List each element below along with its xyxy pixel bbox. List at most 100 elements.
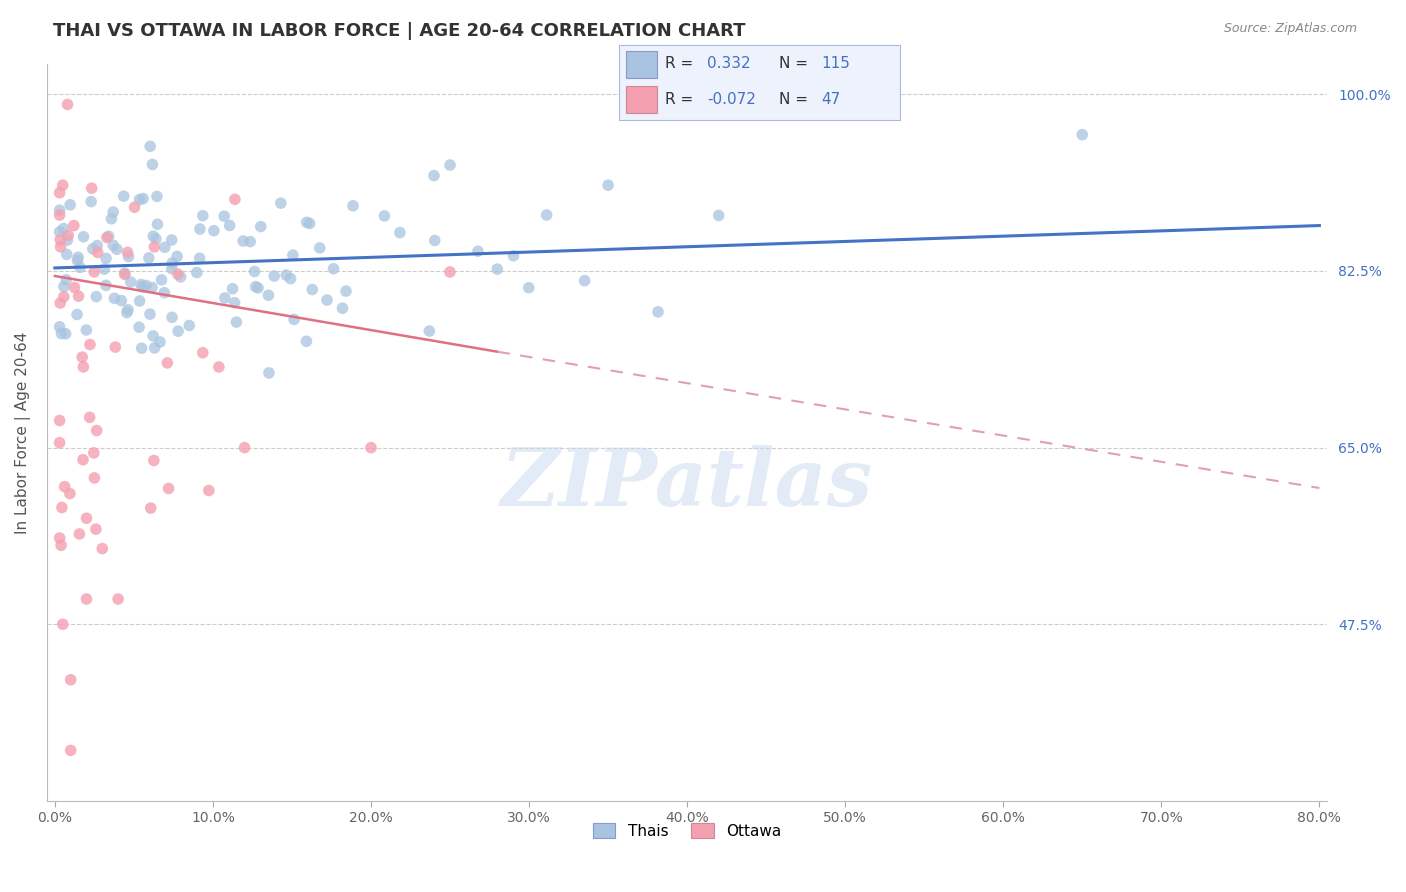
Point [225,315,247,329]
Point [72,229,94,244]
Point [596,178,619,193]
Point [49,240,72,254]
Text: THAI VS OTTAWA IN LABOR FORCE | AGE 20-64 CORRELATION CHART: THAI VS OTTAWA IN LABOR FORCE | AGE 20-6… [53,22,747,40]
Point [48,225,70,239]
Point [167,267,190,281]
Point [388,226,411,240]
Point [51,500,73,515]
Point [59,198,82,212]
Point [48,208,70,222]
Point [160,261,183,276]
Point [115,306,138,320]
Point [418,324,440,338]
Point [423,169,446,183]
Point [63,280,86,294]
Point [224,192,246,206]
Point [245,279,267,293]
Text: Source: ZipAtlas.com: Source: ZipAtlas.com [1223,22,1357,36]
Point [56,233,79,247]
Point [373,209,395,223]
Point [218,219,240,233]
Point [167,324,190,338]
Point [308,241,330,255]
Point [48,413,70,427]
Point [139,501,162,516]
Point [117,245,139,260]
Point [283,312,305,326]
Point [257,288,280,302]
Point [83,265,105,279]
Point [139,139,162,153]
Point [128,293,150,308]
Text: R =: R = [665,56,699,71]
Point [114,266,136,280]
Point [72,359,94,374]
Point [49,538,72,552]
Point [107,592,129,607]
Point [51,326,73,341]
Point [69,260,91,275]
Point [128,320,150,334]
Point [91,541,114,556]
Point [94,278,117,293]
Point [221,282,243,296]
Point [80,194,103,209]
Point [103,291,125,305]
Point [360,441,382,455]
Point [72,452,94,467]
Point [150,273,173,287]
Point [149,334,172,349]
Point [86,238,108,252]
Point [132,280,155,294]
Point [249,219,271,234]
Point [75,323,97,337]
Point [59,673,82,687]
Point [84,290,107,304]
Point [486,262,509,277]
Point [166,249,188,263]
Point [48,435,70,450]
Text: N =: N = [779,92,813,107]
Point [156,356,179,370]
Point [169,269,191,284]
Point [66,308,89,322]
Point [179,318,201,333]
Point [49,233,72,247]
Point [162,256,184,270]
Point [128,193,150,207]
Text: 47: 47 [821,92,841,107]
Point [105,242,128,256]
Point [48,319,70,334]
Point [97,229,120,244]
Point [141,280,163,294]
Point [536,208,558,222]
Point [80,181,103,195]
Point [280,271,302,285]
Point [48,186,70,200]
Point [517,281,540,295]
Point [86,424,108,438]
Point [439,158,461,172]
Point [131,341,153,355]
Point [103,238,125,252]
Legend: Thais, Ottawa: Thais, Ottawa [586,816,787,845]
Point [153,240,176,254]
Point [66,253,89,268]
Point [301,283,323,297]
Point [233,441,256,455]
Point [188,222,211,236]
Point [243,264,266,278]
Point [76,592,98,607]
Point [467,244,489,259]
Point [96,230,118,244]
Point [146,189,169,203]
Point [332,301,354,316]
Point [1071,128,1094,142]
Point [160,310,183,325]
Point [82,242,104,256]
Point [270,196,292,211]
Text: N =: N = [779,56,813,71]
Point [114,268,136,282]
Point [112,189,135,203]
Point [281,248,304,262]
